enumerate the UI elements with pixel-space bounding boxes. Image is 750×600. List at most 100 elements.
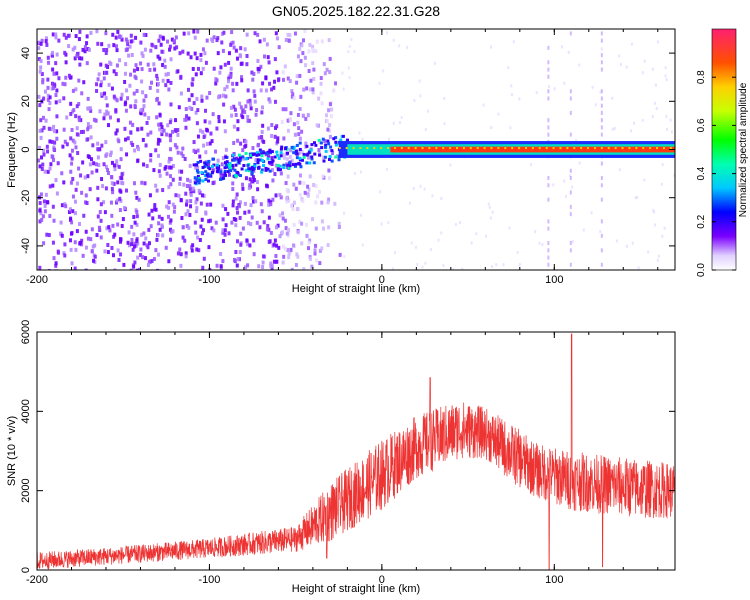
noise-cell [105,47,109,52]
noise-cell [70,161,74,166]
noise-cell [214,149,218,154]
signal-tail-cell [286,163,290,167]
noise-cell [308,238,312,243]
noise-cell [254,112,258,117]
noise-cell [260,135,264,140]
noise-cell [135,238,139,243]
sparse-cell [388,137,391,141]
noise-cell [238,53,242,58]
noise-cell [302,267,306,270]
noise-cell [155,97,159,102]
noise-cell [278,234,282,239]
signal-tail-cell [236,170,240,174]
sparse-cell [423,187,426,191]
noise-cell [292,96,296,101]
sparse-cell [651,67,654,71]
signal-tail-cell [307,151,311,155]
noise-cell [235,56,239,61]
noise-cell [102,200,106,205]
noise-cell [301,113,305,118]
noise-cell [191,186,195,191]
signal-tail-cell [193,181,197,185]
noise-cell [120,92,124,97]
noise-cell [169,80,173,85]
sparse-cell [643,178,646,182]
signal-tail-cell [238,174,242,178]
noise-cell [38,164,42,169]
noise-cell [102,116,106,121]
noise-cell [282,136,286,141]
noise-cell [61,81,65,86]
noise-cell [104,186,108,191]
noise-cell [292,200,296,205]
signal-tail-cell [249,155,253,159]
signal-tail-cell [271,159,275,163]
sparse-cell [636,196,639,200]
sparse-cell [538,241,541,245]
noise-cell [159,122,163,127]
noise-cell [230,113,234,118]
noise-cell [246,242,250,247]
noise-cell [119,147,123,152]
noise-cell [161,188,165,193]
noise-cell [298,136,302,141]
noise-cell [130,224,134,229]
noise-cell [223,228,227,233]
noise-cell [283,218,287,223]
noise-cell [320,200,324,205]
noise-cell [230,220,234,225]
noise-cell [157,214,161,219]
signal-band-spot [373,147,376,150]
noise-cell [223,62,227,67]
noise-cell [256,32,260,37]
signal-band-spot [614,147,617,150]
noise-cell [286,227,290,232]
noise-cell [270,133,274,138]
noise-cell [79,130,83,135]
noise-cell [276,223,280,228]
signal-tail-cell [298,156,302,160]
streak-cell [547,241,550,246]
noise-cell [104,31,108,36]
noise-cell [157,153,161,158]
noise-cell [66,33,70,38]
noise-cell [126,136,130,141]
noise-cell [240,78,244,83]
noise-cell [224,223,228,228]
signal-tail-cell [294,162,298,166]
noise-cell [328,176,332,181]
signal-tail-cell [225,160,229,164]
noise-cell [199,58,203,63]
signal-tail-cell [237,160,241,164]
noise-cell [99,62,103,67]
noise-cell [124,188,128,193]
noise-cell [270,87,274,92]
noise-cell [178,176,182,181]
noise-cell [161,233,165,238]
noise-cell [306,155,310,160]
noise-cell [150,259,154,264]
noise-cell [267,215,271,220]
noise-cell [107,82,111,87]
noise-cell [298,180,302,185]
sparse-cell [516,251,519,255]
noise-cell [286,76,290,81]
noise-cell [185,114,189,119]
sparse-cell [571,185,574,189]
noise-cell [235,156,239,161]
sparse-cell [437,238,440,242]
noise-cell [200,193,204,198]
sparse-cell [669,118,672,122]
sparse-cell [392,121,395,125]
noise-cell [139,247,143,252]
noise-cell [77,101,81,106]
noise-cell [286,233,290,238]
signal-tail-cell [279,151,283,155]
noise-cell [47,107,51,112]
noise-cell [300,129,304,134]
noise-cell [320,246,324,251]
noise-cell [132,68,136,73]
signal-tail-cell [258,148,262,152]
noise-cell [306,246,310,251]
noise-cell [63,50,67,55]
